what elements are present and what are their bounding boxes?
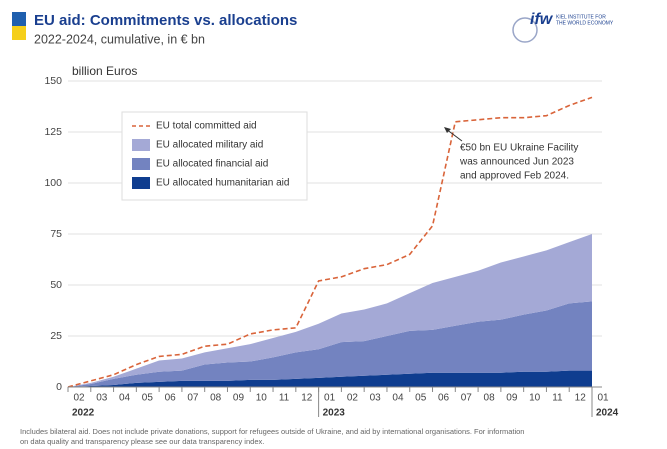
chart-subtitle: 2022-2024, cumulative, in € bn (34, 32, 205, 46)
legend-swatch (132, 139, 150, 151)
annotation: and approved Feb 2024. (460, 171, 569, 182)
x-tick-label: 04 (119, 393, 131, 404)
x-tick-label: 02 (347, 393, 359, 404)
area (68, 370, 592, 387)
x-tick-label: 07 (187, 393, 199, 404)
logo-mark: ifw (530, 11, 554, 28)
legend-label: EU allocated military aid (156, 140, 263, 151)
x-tick-label: 01 (324, 393, 336, 404)
x-tick-label: 10 (256, 393, 268, 404)
y-tick-label: 125 (44, 126, 62, 138)
legend-box (121, 111, 308, 201)
chart-title: EU aid: Commitments vs. allocations (34, 12, 297, 29)
y-tick-label: 0 (56, 381, 62, 393)
x-tick-label: 10 (529, 393, 541, 404)
y-tick-label: 25 (50, 330, 62, 342)
x-tick-label: 01 (597, 393, 609, 404)
x-tick-label: 11 (552, 393, 563, 404)
logo-text: THE WORLD ECONOMY (556, 20, 614, 26)
y-axis-label: billion Euros (72, 64, 137, 78)
year-label: 2022 (72, 408, 95, 419)
legend-swatch (132, 158, 150, 170)
area (68, 234, 592, 387)
footnote: on data quality and transparency please … (20, 437, 264, 446)
annotation-arrowhead (444, 127, 451, 133)
logo-text: KIEL INSTITUTE FOR (556, 14, 606, 20)
year-label: 2024 (596, 408, 619, 419)
x-tick-label: 11 (279, 393, 290, 404)
annotation: was announced Jun 2023 (459, 157, 574, 168)
x-tick-label: 03 (370, 393, 382, 404)
annotation: €50 bn EU Ukraine Facility (460, 143, 578, 154)
y-tick-label: 150 (44, 75, 62, 87)
x-tick-label: 06 (165, 393, 177, 404)
logo-globe (512, 17, 538, 43)
year-label: 2023 (323, 408, 346, 419)
legend-label: EU allocated humanitarian aid (156, 178, 289, 189)
x-tick-label: 09 (233, 393, 245, 404)
x-tick-label: 12 (301, 393, 313, 404)
y-tick-label: 75 (50, 228, 62, 240)
area (68, 301, 592, 387)
x-tick-label: 02 (73, 393, 85, 404)
x-tick-label: 08 (210, 393, 222, 404)
x-tick-label: 05 (142, 393, 154, 404)
legend-label: EU allocated financial aid (156, 159, 268, 170)
legend-label: EU total committed aid (156, 121, 257, 132)
x-tick-label: 07 (461, 393, 473, 404)
y-tick-label: 100 (44, 177, 62, 189)
x-tick-label: 08 (484, 393, 496, 404)
line (67, 96, 593, 388)
y-tick-label: 50 (50, 279, 62, 291)
legend-swatch (132, 177, 150, 189)
x-tick-label: 12 (575, 393, 587, 404)
x-tick-label: 09 (506, 393, 518, 404)
x-tick-label: 06 (438, 393, 450, 404)
flag-yellow (12, 26, 26, 40)
x-tick-label: 04 (392, 393, 404, 404)
footnote: Includes bilateral aid. Does not include… (20, 427, 524, 436)
x-tick-label: 05 (415, 393, 427, 404)
x-tick-label: 03 (96, 393, 108, 404)
flag-blue (12, 12, 26, 26)
